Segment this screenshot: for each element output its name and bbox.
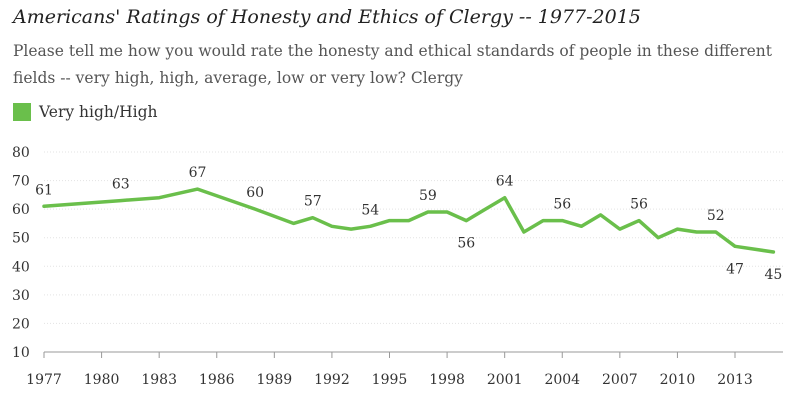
- y-tick-label: 30: [12, 288, 30, 304]
- y-tick-label: 60: [12, 202, 30, 218]
- x-tick-label: 2007: [602, 372, 638, 388]
- x-tick-label: 1980: [84, 372, 120, 388]
- x-tick-label: 2001: [487, 372, 523, 388]
- x-tick-label: 2010: [660, 372, 696, 388]
- data-label: 60: [246, 185, 264, 201]
- y-tick-label: 40: [12, 259, 30, 275]
- x-tick-label: 2004: [544, 372, 580, 388]
- y-tick-label: 50: [12, 231, 30, 247]
- y-tick-label: 10: [12, 345, 30, 361]
- chart-subtitle: Please tell me how you would rate the ho…: [13, 42, 772, 87]
- y-tick-label: 70: [12, 174, 30, 190]
- data-label: 56: [457, 236, 475, 252]
- x-tick-label: 1977: [26, 372, 62, 388]
- data-label: 45: [764, 267, 782, 283]
- x-tick-label: 1995: [372, 372, 408, 388]
- legend-swatch: [13, 103, 31, 121]
- data-label: 63: [112, 177, 130, 193]
- data-label: 54: [361, 202, 379, 218]
- legend-label: Very high/High: [39, 103, 158, 121]
- legend: Very high/High: [13, 103, 157, 121]
- y-tick-label: 20: [12, 316, 30, 332]
- x-tick-label: 1983: [141, 372, 177, 388]
- x-tick-label: 1992: [314, 372, 350, 388]
- y-tick-label: 80: [12, 145, 30, 161]
- x-tick-label: 1989: [257, 372, 293, 388]
- x-tick-label: 2013: [717, 372, 753, 388]
- data-label: 57: [304, 194, 322, 210]
- data-label: 52: [707, 208, 725, 224]
- data-label: 67: [189, 165, 207, 181]
- x-tick-label: 1998: [429, 372, 465, 388]
- data-label: 56: [553, 197, 571, 213]
- data-label: 56: [630, 197, 648, 213]
- chart-title: Americans' Ratings of Honesty and Ethics…: [13, 6, 641, 28]
- series-line: [42, 187, 776, 254]
- data-label: 47: [726, 261, 744, 277]
- data-label: 59: [419, 188, 437, 204]
- x-tick-label: 1986: [199, 372, 235, 388]
- data-label: 64: [496, 174, 514, 190]
- data-label: 61: [35, 182, 53, 198]
